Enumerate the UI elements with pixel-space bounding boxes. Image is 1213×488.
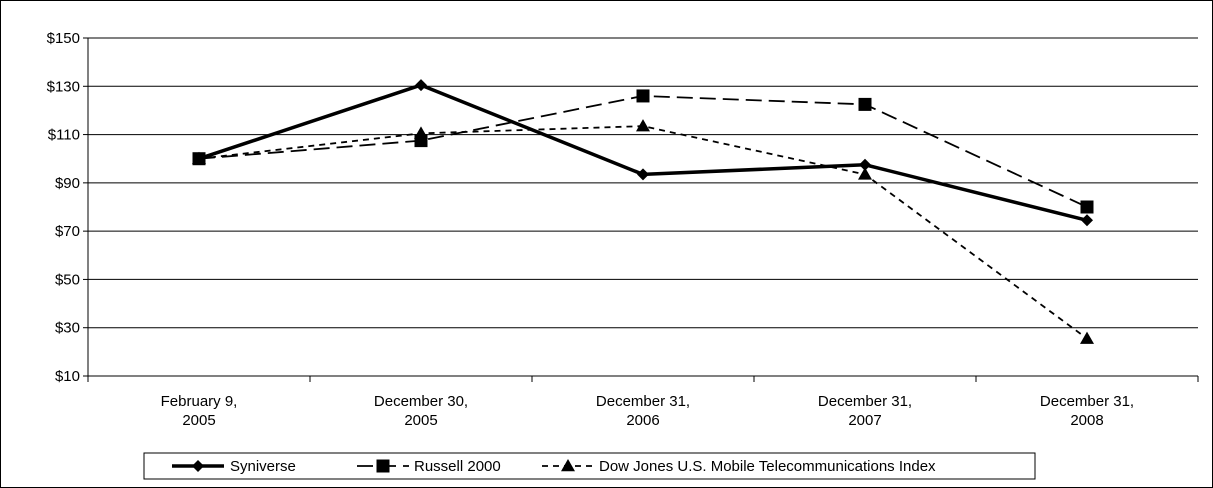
y-tick-label: $130 [47, 78, 80, 95]
legend-label: Syniverse [230, 458, 296, 475]
legend: Syniverse Russell 2000 Dow Jones U.S. Mobi… [143, 452, 1036, 480]
data-point-0 [415, 79, 427, 92]
data-point-2 [1080, 331, 1094, 344]
y-axis: $10 $30 $50 $70 $90 $110 $130 $150 [47, 30, 89, 385]
data-point-0 [637, 168, 649, 181]
x-tick-label: December 31, 2008 [1040, 393, 1134, 429]
y-tick-label: $90 [55, 175, 80, 192]
legend-marker [192, 460, 204, 472]
data-point-2 [414, 126, 428, 139]
legend-marker [376, 459, 390, 473]
x-axis: February 9, 2005 December 30, 2005 December … [87, 375, 1199, 429]
data-point-0 [859, 158, 871, 171]
data-point-2 [636, 119, 650, 132]
data-point-2 [192, 151, 206, 164]
data-point-1 [636, 89, 650, 103]
legend-marker [561, 459, 575, 472]
y-tick-label: $30 [55, 320, 80, 337]
data-point-1 [1080, 200, 1094, 214]
y-tick-label: $70 [55, 223, 80, 240]
y-tick-label: $10 [55, 368, 80, 385]
legend-label: Russell 2000 [414, 458, 501, 475]
data-point-0 [1081, 214, 1093, 227]
data-point-2 [858, 167, 872, 180]
y-tick-label: $150 [47, 30, 80, 47]
x-tick-label: December 31, 2006 [596, 393, 690, 429]
x-tick-label: December 31, 2007 [818, 393, 912, 429]
y-tick-label: $110 [48, 127, 80, 144]
data-point-1 [858, 97, 872, 111]
series-group [192, 79, 1094, 344]
y-tick-label: $50 [55, 271, 80, 288]
x-tick-label: December 30, 2005 [374, 393, 468, 429]
x-tick-label: February 9, 2005 [161, 393, 238, 429]
legend-label: Dow Jones U.S. Mobile Telecommunications… [599, 458, 936, 475]
